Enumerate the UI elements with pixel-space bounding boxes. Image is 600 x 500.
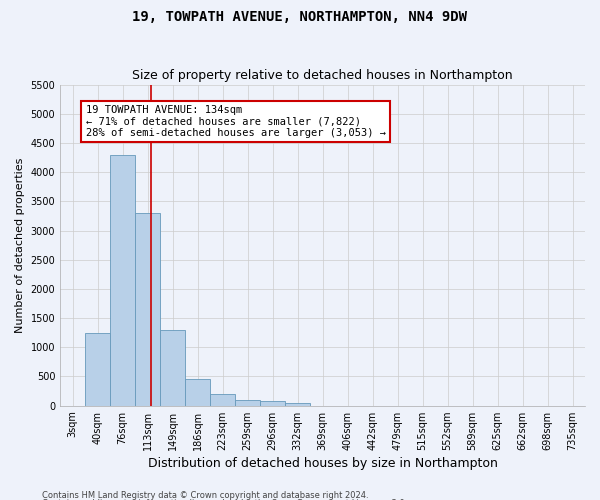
Bar <box>235 400 260 406</box>
Text: 19 TOWPATH AVENUE: 134sqm
← 71% of detached houses are smaller (7,822)
28% of se: 19 TOWPATH AVENUE: 134sqm ← 71% of detac… <box>86 105 386 138</box>
Text: Contains HM Land Registry data © Crown copyright and database right 2024.: Contains HM Land Registry data © Crown c… <box>42 490 368 500</box>
Text: 19, TOWPATH AVENUE, NORTHAMPTON, NN4 9DW: 19, TOWPATH AVENUE, NORTHAMPTON, NN4 9DW <box>133 10 467 24</box>
Bar <box>85 332 110 406</box>
Bar <box>210 394 235 406</box>
Bar <box>285 403 310 406</box>
Title: Size of property relative to detached houses in Northampton: Size of property relative to detached ho… <box>132 69 513 82</box>
Y-axis label: Number of detached properties: Number of detached properties <box>15 158 25 333</box>
Bar <box>260 402 285 406</box>
Bar <box>110 154 135 406</box>
Bar <box>160 330 185 406</box>
Bar <box>135 213 160 406</box>
X-axis label: Distribution of detached houses by size in Northampton: Distribution of detached houses by size … <box>148 457 497 470</box>
Bar <box>185 380 210 406</box>
